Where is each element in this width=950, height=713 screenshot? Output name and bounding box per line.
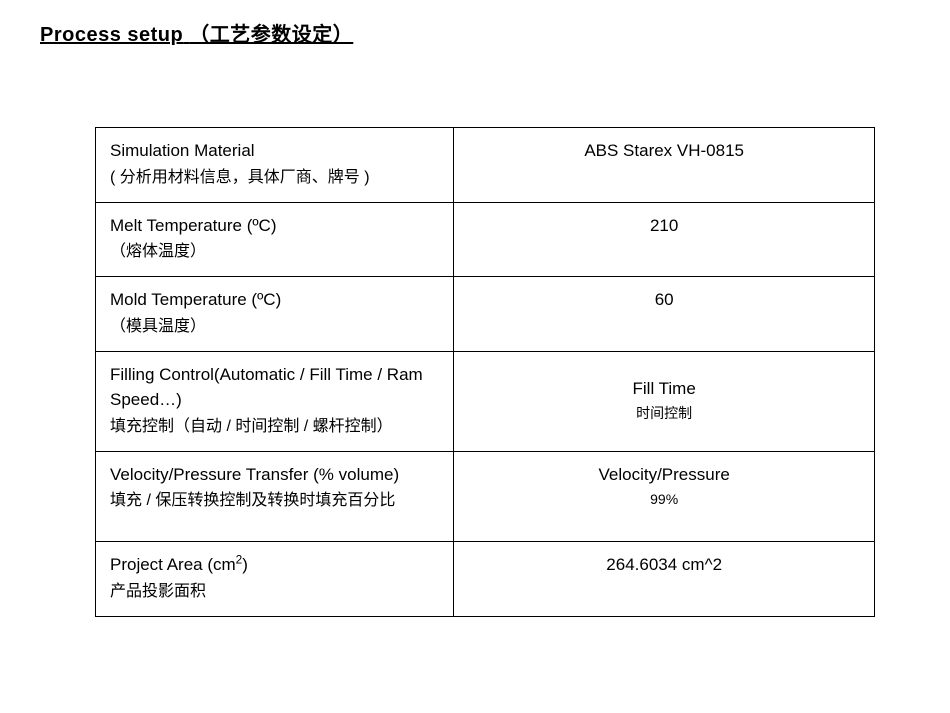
param-value-main: 264.6034 cm^2 <box>468 552 860 578</box>
param-label-en: Velocity/Pressure Transfer (% volume) <box>110 462 439 488</box>
page-title-en: Process setup <box>40 24 183 46</box>
param-value-main: Velocity/Pressure <box>468 462 860 488</box>
param-value-cell: 60 <box>454 277 875 352</box>
param-label-en: Project Area (cm2) <box>110 552 439 578</box>
param-label-cell: Mold Temperature (ºC) （模具温度） <box>96 277 454 352</box>
param-value-main: 60 <box>468 287 860 313</box>
param-label-cn: （模具温度） <box>110 315 439 339</box>
param-value-cell: ABS Starex VH-0815 <box>454 128 875 203</box>
param-label-cell: Simulation Material ( 分析用材料信息，具体厂商、牌号 ) <box>96 128 454 203</box>
page-title: Process setup （工艺参数设定） <box>40 18 910 47</box>
param-label-en: Mold Temperature (ºC) <box>110 287 439 313</box>
table-row: Mold Temperature (ºC) （模具温度） 60 <box>96 277 875 352</box>
params-table: Simulation Material ( 分析用材料信息，具体厂商、牌号 ) … <box>95 127 875 617</box>
param-label-cn: 填充控制（自动 / 时间控制 / 螺杆控制） <box>110 415 439 439</box>
param-value-sub: 99% <box>468 489 860 510</box>
table-row: Project Area (cm2) 产品投影面积 264.6034 cm^2 <box>96 542 875 617</box>
param-value-cell: 210 <box>454 202 875 277</box>
page: Process setup （工艺参数设定） Simulation Materi… <box>0 0 950 617</box>
table-row: Melt Temperature (ºC) （熔体温度） 210 <box>96 202 875 277</box>
param-label-cell: Melt Temperature (ºC) （熔体温度） <box>96 202 454 277</box>
param-label-en: Filling Control(Automatic / Fill Time / … <box>110 362 439 413</box>
param-label-cell: Filling Control(Automatic / Fill Time / … <box>96 351 454 451</box>
param-value-main: Fill Time <box>468 376 860 402</box>
table-row: Filling Control(Automatic / Fill Time / … <box>96 351 875 451</box>
param-value-cell: Fill Time 时间控制 <box>454 351 875 451</box>
param-label-cell: Velocity/Pressure Transfer (% volume) 填充… <box>96 451 454 542</box>
table-row: Velocity/Pressure Transfer (% volume) 填充… <box>96 451 875 542</box>
param-value-sub: 时间控制 <box>468 403 860 424</box>
param-label-en: Melt Temperature (ºC) <box>110 213 439 239</box>
param-label-cn: ( 分析用材料信息，具体厂商、牌号 ) <box>110 166 439 190</box>
page-title-cn: （工艺参数设定） <box>189 24 353 46</box>
param-value-cell: Velocity/Pressure 99% <box>454 451 875 542</box>
param-label-en: Simulation Material <box>110 138 439 164</box>
param-value-main: ABS Starex VH-0815 <box>468 138 860 164</box>
param-value-cell: 264.6034 cm^2 <box>454 542 875 617</box>
param-label-cn: （熔体温度） <box>110 240 439 264</box>
param-label-cn: 填充 / 保压转换控制及转换时填充百分比 <box>110 489 439 513</box>
param-value-main: 210 <box>468 213 860 239</box>
params-table-wrap: Simulation Material ( 分析用材料信息，具体厂商、牌号 ) … <box>95 127 875 617</box>
param-label-cn: 产品投影面积 <box>110 580 439 604</box>
param-label-cell: Project Area (cm2) 产品投影面积 <box>96 542 454 617</box>
table-row: Simulation Material ( 分析用材料信息，具体厂商、牌号 ) … <box>96 128 875 203</box>
